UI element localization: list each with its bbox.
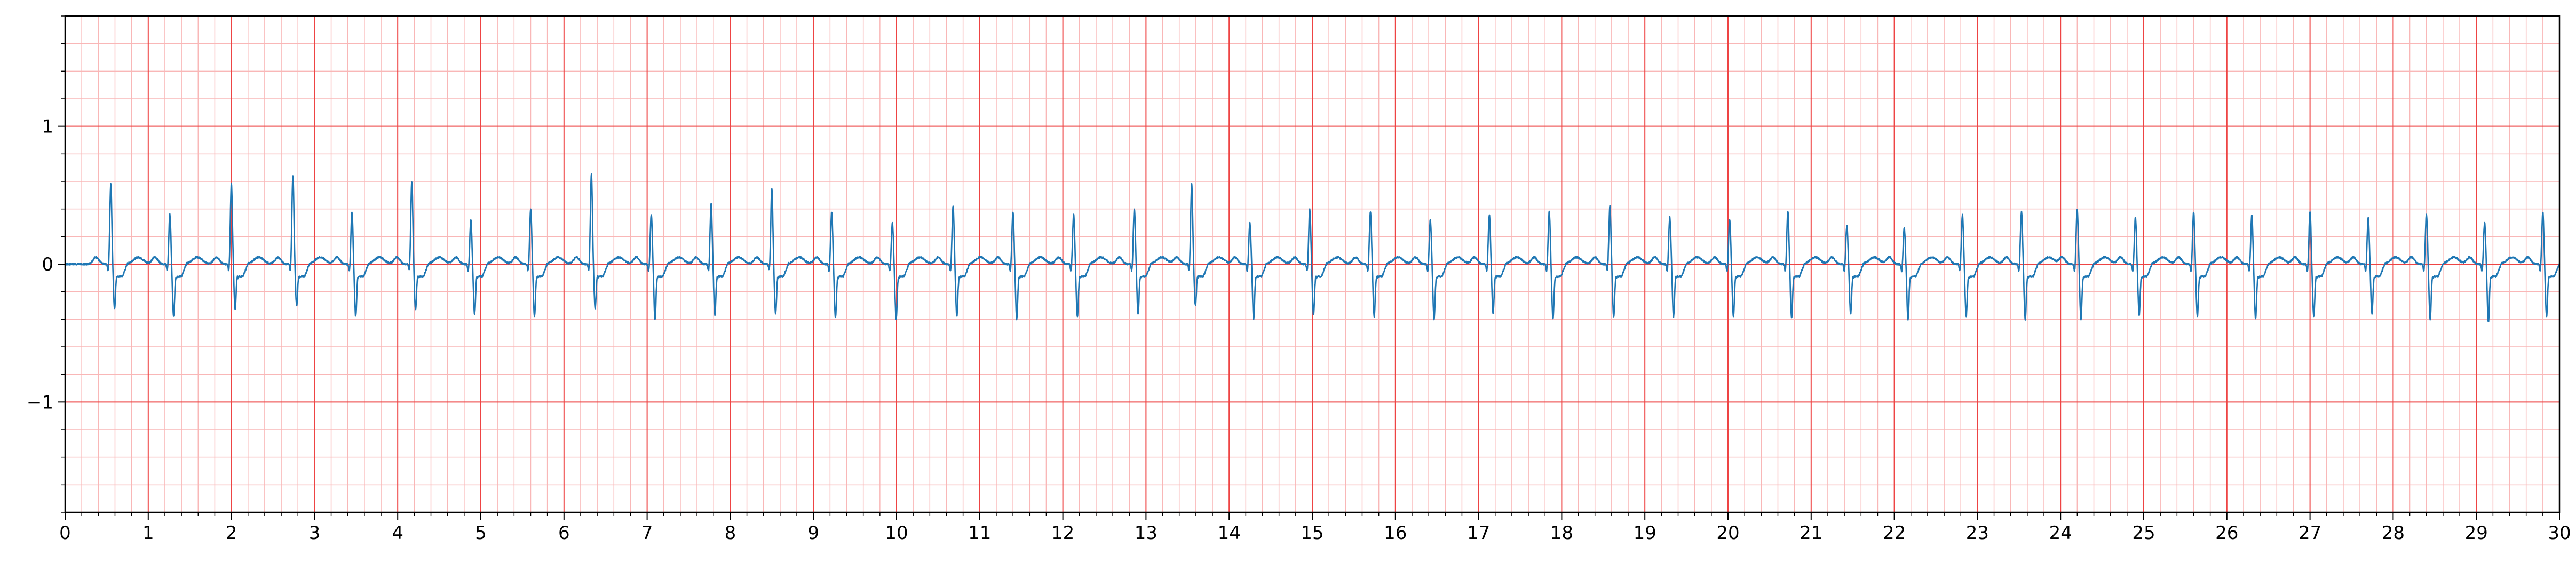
x-tick-label: 6 bbox=[558, 522, 570, 544]
x-tick-label: 17 bbox=[1467, 522, 1490, 544]
x-tick-label: 20 bbox=[1716, 522, 1739, 544]
x-tick-label: 26 bbox=[2215, 522, 2238, 544]
x-tick-label: 9 bbox=[807, 522, 819, 544]
x-tick-label: 30 bbox=[2548, 522, 2571, 544]
y-tick-label: −1 bbox=[27, 392, 53, 413]
x-tick-label: 16 bbox=[1384, 522, 1407, 544]
y-tick-label: 1 bbox=[42, 116, 53, 138]
x-tick-label: 5 bbox=[475, 522, 487, 544]
x-tick-label: 13 bbox=[1135, 522, 1158, 544]
y-axis: −1 0 1 bbox=[27, 15, 65, 513]
x-tick-label: 21 bbox=[1800, 522, 1822, 544]
x-tick-label: 27 bbox=[2298, 522, 2321, 544]
x-tick-label: 28 bbox=[2382, 522, 2405, 544]
x-tick-label: 25 bbox=[2132, 522, 2155, 544]
x-tick-label: 2 bbox=[226, 522, 237, 544]
x-tick-label: 18 bbox=[1550, 522, 1573, 544]
x-tick-label: 10 bbox=[885, 522, 908, 544]
x-tick-label: 29 bbox=[2465, 522, 2488, 544]
x-tick-label: 24 bbox=[2049, 522, 2072, 544]
x-tick-label: 12 bbox=[1051, 522, 1074, 544]
x-tick-label: 15 bbox=[1301, 522, 1323, 544]
x-tick-label: 0 bbox=[59, 522, 71, 544]
x-tick-label: 4 bbox=[392, 522, 403, 544]
x-axis: 0 1 2 3 4 5 6 7 8 9 10 11 12 13 14 15 16 17 18 19 20 21 22 23 24… bbox=[59, 512, 2571, 544]
x-tick-label: 11 bbox=[968, 522, 991, 544]
x-tick-label: 22 bbox=[1883, 522, 1906, 544]
x-tick-label: 8 bbox=[725, 522, 736, 544]
x-tick-label: 23 bbox=[1966, 522, 1989, 544]
x-tick-label: 3 bbox=[309, 522, 321, 544]
x-tick-label: 1 bbox=[142, 522, 154, 544]
y-tick-label: 0 bbox=[42, 254, 53, 275]
x-tick-label: 14 bbox=[1218, 522, 1241, 544]
x-tick-label: 7 bbox=[641, 522, 653, 544]
x-tick-label: 19 bbox=[1634, 522, 1656, 544]
ecg-trace-line bbox=[65, 173, 2561, 322]
